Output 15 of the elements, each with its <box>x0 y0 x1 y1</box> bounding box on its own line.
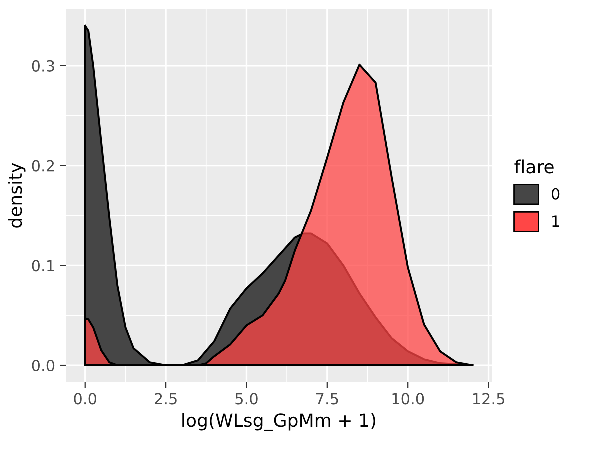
y-tick-label: 0.1 <box>32 260 54 272</box>
legend-title: flare <box>514 160 554 174</box>
x-tick-label: 2.5 <box>155 393 177 405</box>
x-tick-label: 10.0 <box>392 393 424 405</box>
legend-label: 0 <box>552 188 560 200</box>
y-tick-label: 0.3 <box>32 60 54 72</box>
y-axis-title: density <box>8 163 26 228</box>
x-tick-label: 5.0 <box>236 393 258 405</box>
x-tick-label: 0.0 <box>74 393 96 405</box>
legend-label: 1 <box>552 216 560 227</box>
y-tick-label: 0.0 <box>32 360 55 372</box>
x-tick-label: 7.5 <box>316 393 338 405</box>
y-tick-label: 0.2 <box>32 160 54 172</box>
x-tick-label: 12.5 <box>473 393 504 405</box>
x-axis-title: log(WLsg_GpMm + 1) <box>182 413 376 432</box>
